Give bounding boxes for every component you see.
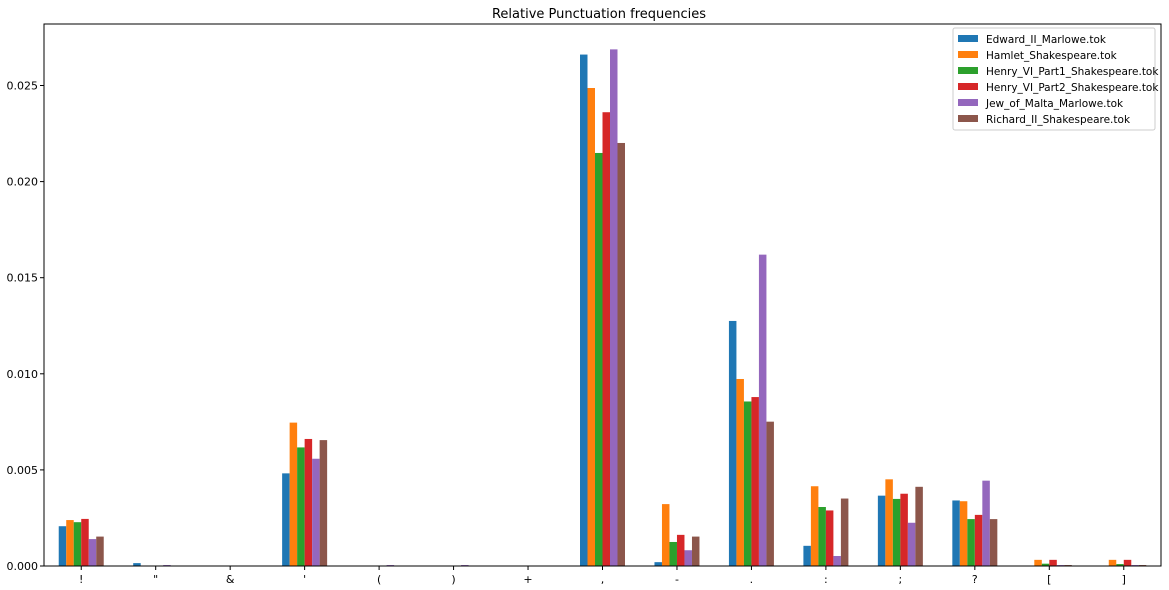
axes-layer: 0.000 0.005 0.010 0.015 0.020 0.025! " & ' () +, -.… bbox=[7, 23, 1162, 586]
legend-swatch bbox=[958, 51, 978, 58]
x-tick-label: & bbox=[226, 573, 235, 586]
x-tick-label: : bbox=[824, 573, 828, 586]
x-tick-label: - bbox=[675, 573, 679, 586]
x-tick-label: ( bbox=[377, 573, 381, 586]
x-tick-label: ) bbox=[451, 573, 455, 586]
x-tick-label: ] bbox=[1122, 573, 1126, 586]
bar-3-4 bbox=[297, 447, 305, 566]
bar-2-11 bbox=[810, 486, 819, 566]
bar-5-12 bbox=[907, 522, 916, 566]
legend-label: Hamlet_Shakespeare.tok bbox=[986, 50, 1118, 62]
bar-4-14 bbox=[1049, 559, 1057, 566]
legend: Edward_II_Marlowe.tok Hamlet_Shakespeare.… bbox=[952, 27, 1159, 131]
bar-1-9 bbox=[654, 562, 662, 566]
bar-5-8 bbox=[610, 49, 618, 567]
bar-3-11 bbox=[818, 507, 826, 566]
bar-1-11 bbox=[803, 545, 811, 566]
bar-3-10 bbox=[743, 401, 752, 566]
bar-4-11 bbox=[825, 510, 834, 566]
bar-3-8 bbox=[595, 152, 603, 566]
bar-3-13 bbox=[967, 519, 975, 566]
bar-6-13 bbox=[989, 519, 998, 566]
legend-label: Jew_of_Malta_Marlowe.tok bbox=[985, 98, 1124, 110]
bar-4-8 bbox=[602, 112, 610, 566]
x-tick-label: ' bbox=[303, 573, 306, 586]
x-tick-label: . bbox=[750, 573, 754, 586]
bar-5-1 bbox=[88, 539, 97, 566]
bar-6-9 bbox=[691, 536, 700, 566]
bar-4-1 bbox=[81, 518, 89, 566]
bar-1-4 bbox=[282, 473, 290, 566]
bar-2-4 bbox=[289, 422, 298, 566]
bar-1-12 bbox=[877, 495, 886, 566]
bar-4-13 bbox=[974, 514, 983, 566]
bar-3-15 bbox=[1116, 564, 1124, 566]
chart-title: Relative Punctuation frequencies bbox=[492, 7, 706, 22]
bar-3-9 bbox=[669, 541, 677, 566]
bar-2-10 bbox=[736, 378, 744, 566]
bar-2-12 bbox=[885, 479, 893, 566]
legend-box bbox=[952, 27, 1156, 131]
y-tick-label: 0.005 bbox=[7, 464, 39, 477]
bar-1-1 bbox=[58, 526, 67, 566]
x-tick-label: ? bbox=[972, 573, 978, 586]
bar-6-1 bbox=[96, 536, 104, 566]
bar-5-13 bbox=[982, 480, 990, 566]
x-tick-label: [ bbox=[1047, 573, 1051, 586]
bar-4-15 bbox=[1123, 559, 1132, 566]
legend-swatch bbox=[958, 83, 978, 90]
bar-2-13 bbox=[959, 501, 968, 566]
bar-5-4 bbox=[312, 458, 320, 566]
legend-swatch bbox=[958, 35, 978, 42]
x-tick-label: ! bbox=[79, 573, 83, 586]
bar-1-13 bbox=[952, 500, 960, 566]
bars-layer bbox=[58, 49, 1147, 567]
bar-4-10 bbox=[751, 397, 759, 566]
bar-3-1 bbox=[73, 522, 82, 566]
bar-2-8 bbox=[587, 88, 595, 566]
bar-4-12 bbox=[900, 493, 908, 566]
bar-4-9 bbox=[676, 534, 685, 566]
y-tick-label: 0.025 bbox=[7, 80, 39, 93]
x-tick-label: " bbox=[153, 573, 158, 586]
bar-2-1 bbox=[66, 520, 74, 566]
x-tick-label: ; bbox=[899, 573, 903, 586]
bar-2-14 bbox=[1034, 559, 1042, 566]
y-tick-label: 0.000 bbox=[7, 560, 39, 573]
y-tick-label: 0.015 bbox=[7, 272, 39, 285]
bar-1-10 bbox=[728, 320, 737, 566]
legend-label: Henry_VI_Part2_Shakespeare.tok bbox=[986, 82, 1159, 94]
bar-5-10 bbox=[758, 254, 767, 566]
y-tick-label: 0.020 bbox=[7, 176, 39, 189]
x-tick-label: + bbox=[523, 573, 532, 586]
bar-5-11 bbox=[833, 556, 841, 566]
bar-6-12 bbox=[915, 486, 923, 566]
legend-label: Edward_II_Marlowe.tok bbox=[986, 34, 1107, 46]
bar-6-11 bbox=[840, 498, 849, 566]
bar-2-9 bbox=[661, 504, 670, 566]
bar-5-9 bbox=[684, 550, 692, 566]
legend-label: Richard_II_Shakespeare.tok bbox=[986, 114, 1131, 126]
x-tick-label: , bbox=[601, 573, 605, 586]
bar-3-12 bbox=[892, 498, 901, 566]
legend-label: Henry_VI_Part1_Shakespeare.tok bbox=[986, 66, 1159, 78]
legend-swatch bbox=[958, 99, 978, 106]
legend-swatch bbox=[958, 67, 978, 74]
bar-6-10 bbox=[766, 421, 774, 566]
bar-6-8 bbox=[617, 142, 625, 566]
bar-1-8 bbox=[580, 54, 588, 567]
y-tick-label: 0.010 bbox=[7, 368, 39, 381]
bar-1-2 bbox=[133, 563, 141, 566]
bar-6-4 bbox=[319, 440, 328, 566]
bar-4-4 bbox=[304, 438, 313, 566]
bar-3-14 bbox=[1041, 563, 1050, 566]
legend-swatch bbox=[958, 115, 978, 122]
bar-2-15 bbox=[1108, 559, 1117, 566]
